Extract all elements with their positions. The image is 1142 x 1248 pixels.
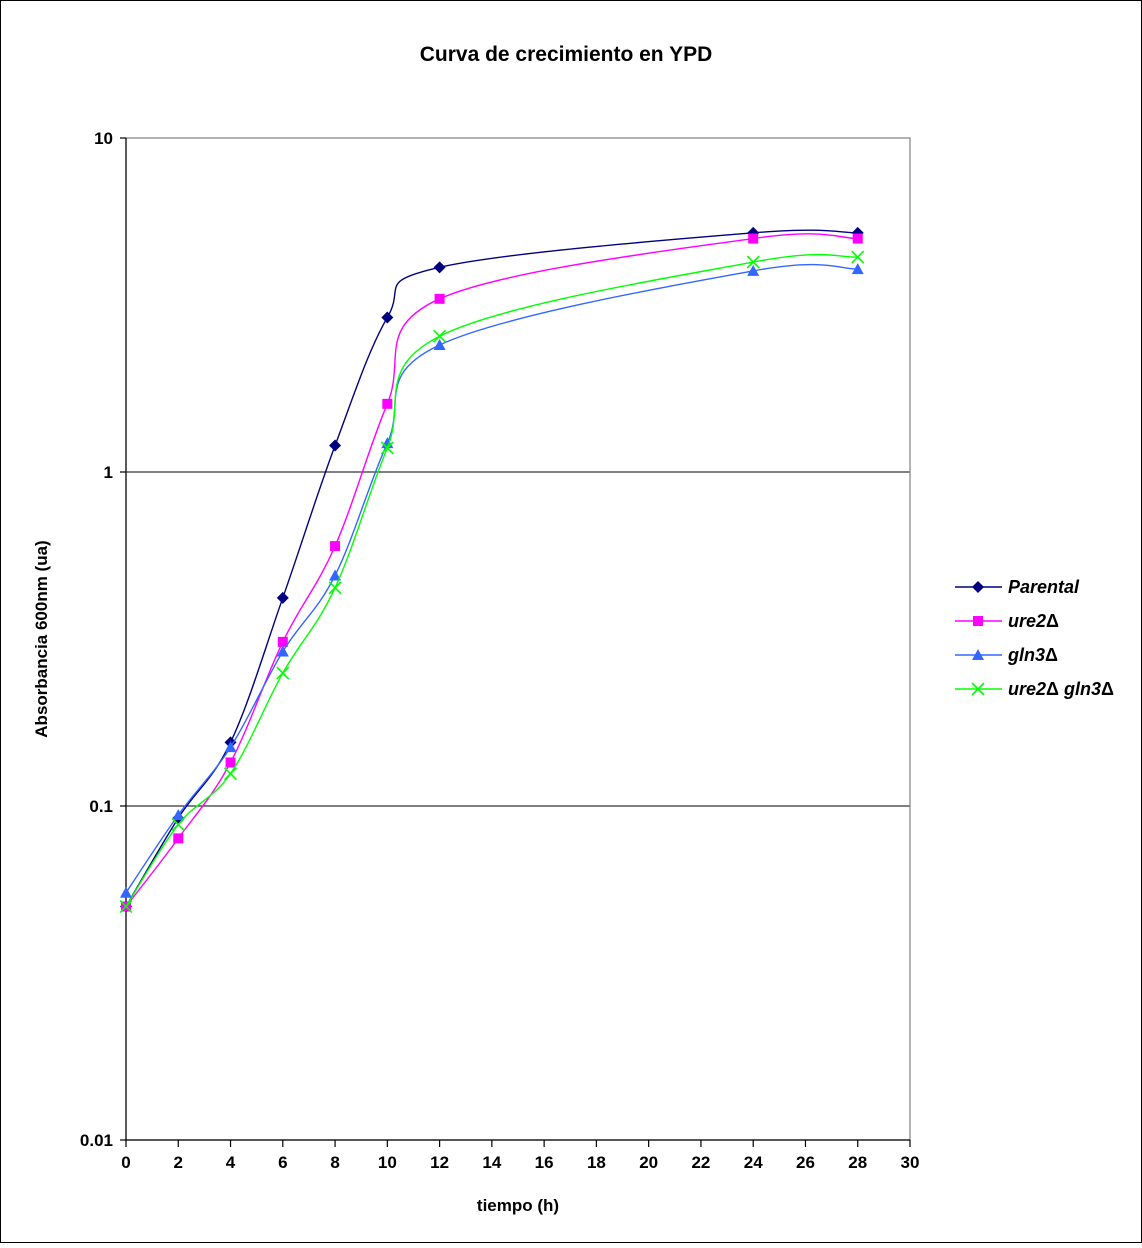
series-layer <box>119 226 865 914</box>
x-marker-stroke <box>746 255 760 269</box>
x-tick-label: 28 <box>848 1153 867 1172</box>
legend-marker <box>973 616 983 626</box>
x-axis-label: tiempo (h) <box>477 1196 559 1215</box>
legend-entry: gln3Δ <box>955 645 1058 665</box>
legend-delta: Δ <box>1046 611 1059 631</box>
data-point <box>225 757 236 768</box>
x-tick-label: 30 <box>901 1153 920 1172</box>
legend-name: gln3 <box>1059 679 1101 699</box>
x-tick-label: 26 <box>796 1153 815 1172</box>
data-point <box>328 581 342 595</box>
x-tick-label: 20 <box>639 1153 658 1172</box>
legend-name: Parental <box>1008 577 1080 597</box>
legend-entry: ure2Δ gln3Δ <box>955 679 1114 699</box>
x-tick-label: 4 <box>226 1153 236 1172</box>
x-tick-label: 14 <box>482 1153 501 1172</box>
legend-name: ure2 <box>1008 611 1046 631</box>
data-point <box>330 541 341 552</box>
x-marker-stroke <box>851 250 865 264</box>
data-point <box>852 233 863 244</box>
legend-marker <box>972 649 984 660</box>
y-axis-label: Absorbancia 600nm (ua) <box>32 540 51 737</box>
legend-label: gln3Δ <box>1007 645 1058 665</box>
x-tick-label: 0 <box>121 1153 130 1172</box>
x-tick-label: 10 <box>378 1153 397 1172</box>
data-point <box>224 741 237 753</box>
data-point <box>851 263 864 275</box>
data-point <box>746 255 760 269</box>
x-marker-stroke <box>328 581 342 595</box>
x-tick-label: 22 <box>691 1153 710 1172</box>
legend-entry: ure2Δ <box>955 611 1059 631</box>
chart-title: Curva de crecimiento en YPD <box>420 43 713 66</box>
data-point <box>381 311 394 324</box>
x-tick-label: 6 <box>278 1153 287 1172</box>
legend-delta: Δ <box>1101 679 1114 699</box>
x-tick-label: 12 <box>430 1153 449 1172</box>
legend-delta: Δ <box>1045 645 1058 665</box>
data-point <box>433 329 447 343</box>
data-point <box>223 767 238 781</box>
x-tick-label: 8 <box>330 1153 339 1172</box>
x-tick-label: 16 <box>535 1153 554 1172</box>
x-marker-stroke <box>171 817 185 832</box>
data-point <box>851 250 865 264</box>
legend-name: gln3 <box>1007 645 1045 665</box>
legend-marker <box>972 581 984 593</box>
data-point <box>171 817 185 832</box>
series-3 <box>119 250 865 914</box>
legend-name: ure2 <box>1008 679 1046 699</box>
data-point <box>119 899 133 914</box>
data-point <box>382 398 393 409</box>
data-point <box>434 293 445 304</box>
x-marker-stroke <box>380 441 394 455</box>
y-tick-label: 0.1 <box>89 797 113 816</box>
x-marker-stroke <box>223 767 238 781</box>
data-point <box>433 261 446 274</box>
series-line <box>125 263 858 894</box>
data-point <box>276 645 289 657</box>
data-point <box>276 591 289 604</box>
data-point <box>433 339 446 351</box>
data-point <box>380 441 394 455</box>
data-point <box>329 439 342 452</box>
data-point <box>748 233 759 244</box>
y-tick-label: 10 <box>94 129 113 148</box>
data-point <box>120 886 132 898</box>
data-point <box>747 264 760 276</box>
data-point <box>276 666 290 680</box>
x-tick-label: 18 <box>587 1153 606 1172</box>
y-tick-label: 1 <box>104 463 113 482</box>
legend-delta: Δ <box>1046 679 1059 699</box>
series-line <box>125 253 858 907</box>
legend-marker <box>971 682 985 696</box>
x-marker-stroke <box>119 899 133 914</box>
legend-label: Parental <box>1008 577 1080 597</box>
x-marker-stroke <box>433 329 447 343</box>
data-point <box>173 833 184 844</box>
data-point <box>329 569 342 581</box>
legend-label: ure2Δ gln3Δ <box>1008 679 1114 699</box>
x-marker-stroke <box>276 666 290 680</box>
legend-entry: Parental <box>955 577 1080 597</box>
grid-layer <box>126 471 910 807</box>
data-point <box>277 636 288 647</box>
x-tick-label: 24 <box>744 1153 763 1172</box>
data-point <box>172 808 185 820</box>
legend-label: ure2Δ <box>1008 611 1059 631</box>
x-marker-stroke <box>971 682 985 696</box>
y-tick-label: 0.01 <box>80 1131 113 1150</box>
series-2 <box>120 263 864 898</box>
x-tick-label: 2 <box>174 1153 183 1172</box>
series-line <box>125 229 858 907</box>
